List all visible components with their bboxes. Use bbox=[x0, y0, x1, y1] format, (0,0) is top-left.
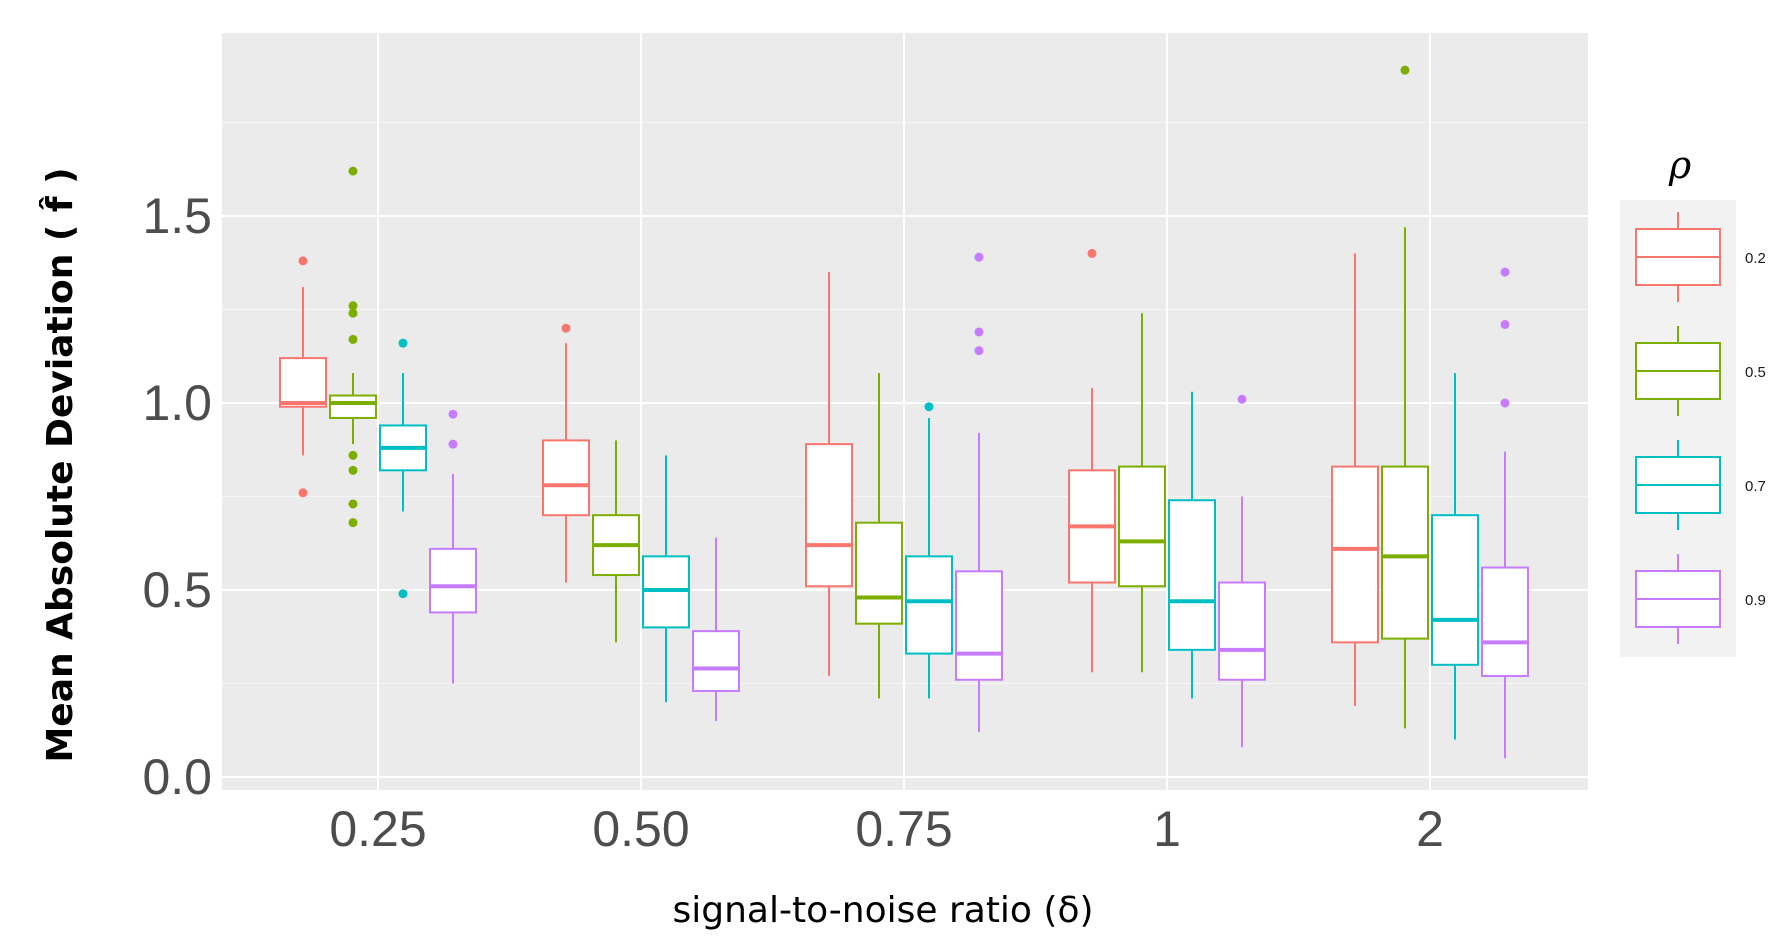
legend-label: 0.5 bbox=[1745, 364, 1766, 381]
legend-label: 0.9 bbox=[1745, 592, 1766, 609]
box-series-0-5 bbox=[592, 440, 640, 643]
outlier-point bbox=[348, 450, 358, 460]
box-series-0-9 bbox=[692, 537, 740, 721]
outlier-point bbox=[974, 252, 984, 262]
box-iqr bbox=[1118, 465, 1166, 588]
outlier-point bbox=[974, 346, 984, 356]
y-tick-label: 1.5 bbox=[142, 188, 212, 244]
outlier-point bbox=[348, 518, 358, 528]
legend: ρ 0.2 0.5 0.7 0.9 bbox=[1620, 143, 1766, 657]
legend-label: 0.7 bbox=[1745, 478, 1766, 495]
outlier-point bbox=[298, 256, 308, 266]
outlier-point bbox=[348, 301, 358, 311]
box-series-0-2 bbox=[542, 323, 590, 583]
outlier-point bbox=[298, 488, 308, 498]
outlier-point bbox=[448, 439, 458, 449]
outlier-point bbox=[348, 308, 358, 318]
box-series-0-9 bbox=[1218, 394, 1266, 748]
legend-key-0-9: 0.9 bbox=[1635, 554, 1766, 644]
x-tick-label: 0.75 bbox=[855, 801, 952, 857]
outlier-point bbox=[348, 334, 358, 344]
x-tick-label: 0.25 bbox=[329, 801, 426, 857]
box-series-0-2 bbox=[805, 272, 853, 677]
grid-lines bbox=[222, 33, 1588, 790]
outlier-point bbox=[348, 465, 358, 475]
box-iqr bbox=[955, 570, 1003, 681]
box-series-0-7 bbox=[642, 455, 690, 703]
box-series-0-7 bbox=[379, 338, 427, 599]
box-iqr bbox=[1481, 566, 1529, 678]
outlier-point bbox=[348, 166, 358, 176]
box-iqr bbox=[329, 394, 377, 419]
outlier-point bbox=[1400, 65, 1410, 75]
box-series-0-7 bbox=[1431, 373, 1479, 740]
outlier-point bbox=[448, 409, 458, 419]
box-series-0-5 bbox=[855, 373, 903, 699]
legend-label: 0.2 bbox=[1745, 250, 1766, 267]
outlier-point bbox=[1500, 319, 1510, 329]
x-tick-labels: 0.25 0.50 0.75 1 2 bbox=[329, 801, 1444, 857]
box-series-0-2 bbox=[1068, 248, 1116, 673]
box-series-0-2 bbox=[1331, 253, 1379, 706]
y-tick-label: 1.0 bbox=[142, 375, 212, 431]
box-series-0-5 bbox=[1381, 65, 1429, 729]
x-tick-label: 2 bbox=[1416, 801, 1444, 857]
box-series-0-5 bbox=[1118, 313, 1166, 673]
x-tick-label: 0.50 bbox=[592, 801, 689, 857]
box-series-0-7 bbox=[1168, 391, 1216, 699]
outlier-point bbox=[1237, 394, 1247, 404]
y-tick-labels: 0.0 0.5 1.0 1.5 bbox=[142, 188, 212, 805]
outlier-point bbox=[398, 338, 408, 348]
box-iqr bbox=[855, 521, 903, 625]
x-tick-label: 1 bbox=[1153, 801, 1181, 857]
box-iqr bbox=[279, 357, 327, 408]
box-iqr bbox=[1431, 514, 1479, 666]
outlier-point bbox=[1500, 267, 1510, 277]
box-iqr bbox=[542, 439, 590, 517]
y-tick-label: 0.0 bbox=[142, 749, 212, 805]
box-iqr bbox=[1331, 465, 1379, 644]
outlier-point bbox=[1500, 398, 1510, 408]
box-layer bbox=[279, 65, 1529, 759]
box-series-0-9 bbox=[429, 409, 477, 684]
legend-key-0-2: 0.2 bbox=[1635, 212, 1766, 302]
box-iqr bbox=[905, 555, 953, 655]
box-iqr bbox=[1218, 581, 1266, 681]
legend-title: ρ bbox=[1668, 143, 1692, 187]
legend-key-0-7: 0.7 bbox=[1635, 440, 1766, 530]
outlier-point bbox=[398, 589, 408, 599]
box-series-0-2 bbox=[279, 256, 327, 498]
outlier-point bbox=[561, 323, 571, 333]
box-series-0-9 bbox=[955, 252, 1003, 733]
y-tick-label: 0.5 bbox=[142, 562, 212, 618]
outlier-point bbox=[1087, 248, 1097, 258]
box-series-0-9 bbox=[1481, 267, 1529, 759]
box-series-0-5 bbox=[329, 166, 377, 528]
box-iqr bbox=[805, 443, 853, 588]
y-axis-title: Mean Absolute Deviation ( f̂ ) bbox=[38, 167, 81, 762]
box-iqr bbox=[1168, 499, 1216, 651]
box-iqr bbox=[429, 547, 477, 614]
box-iqr bbox=[1381, 465, 1429, 640]
box-series-0-7 bbox=[905, 402, 953, 699]
legend-key-0-5: 0.5 bbox=[1635, 326, 1766, 416]
outlier-point bbox=[974, 327, 984, 337]
outlier-point bbox=[924, 402, 934, 412]
outlier-point bbox=[348, 499, 358, 509]
x-axis-title: signal-to-noise ratio (δ) bbox=[672, 890, 1093, 931]
box-iqr bbox=[692, 630, 740, 692]
